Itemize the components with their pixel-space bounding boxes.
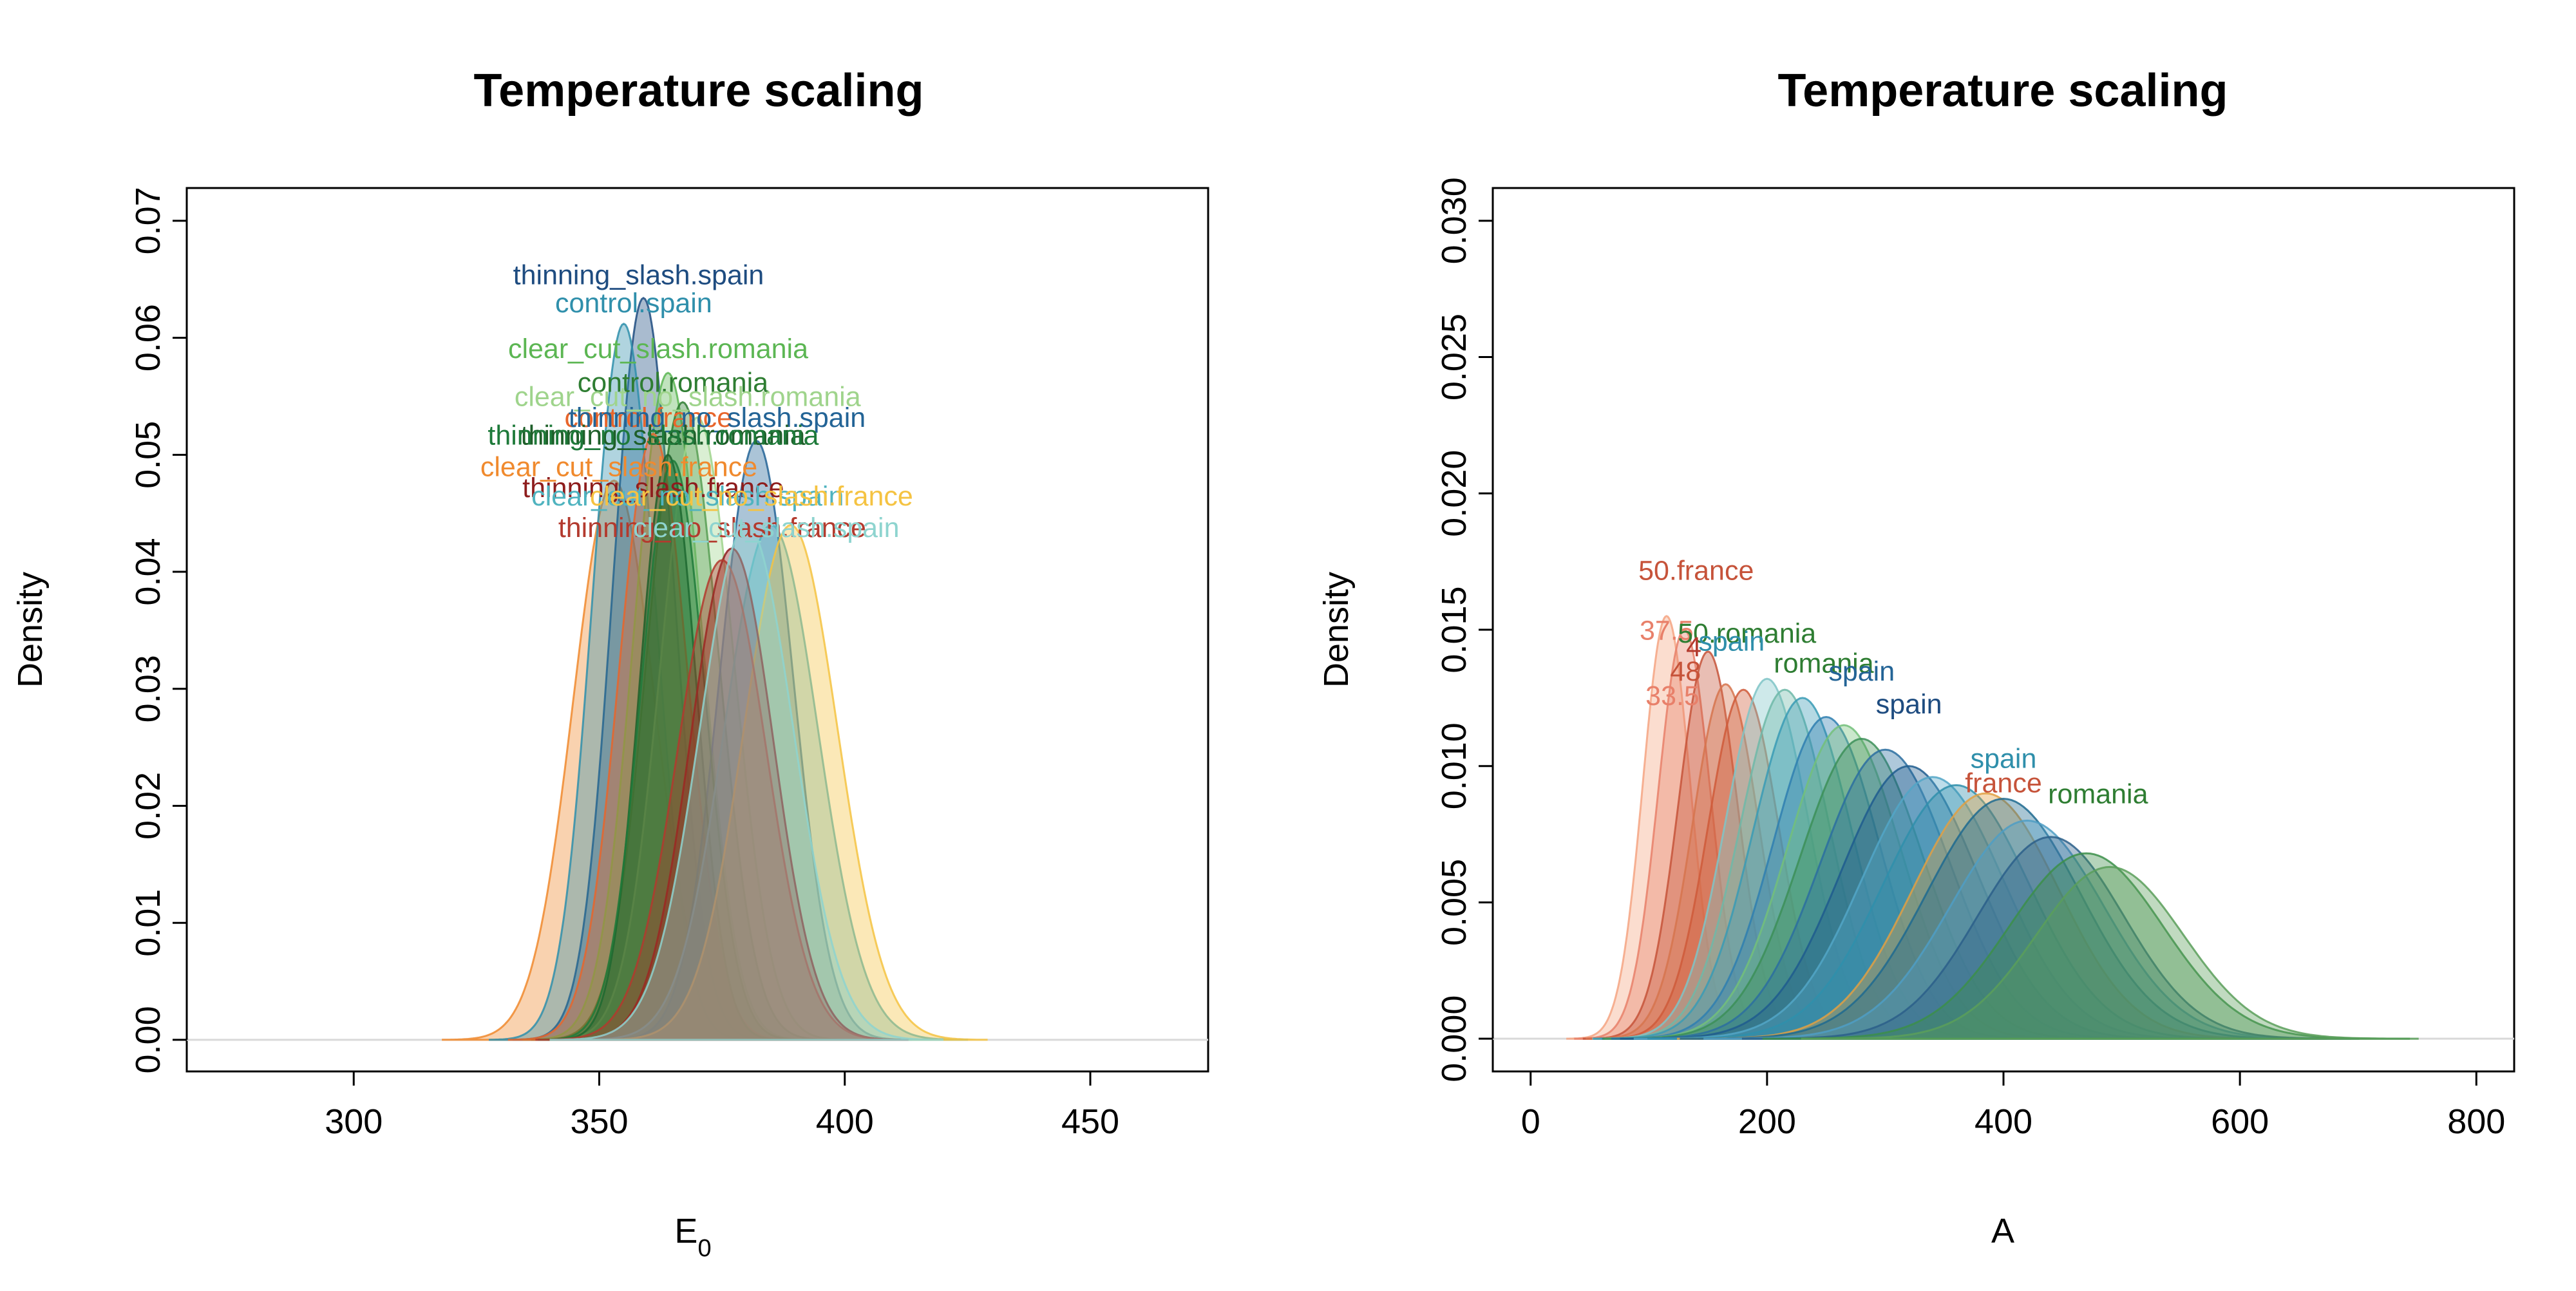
y-tick-label-3: 0.015 xyxy=(1435,586,1473,673)
curve-label-8: thinning_no_slash.romania xyxy=(488,420,819,451)
density-curve-8 xyxy=(1602,715,2051,1040)
y-tick-label-6: 0.030 xyxy=(1435,177,1473,264)
panel-e0-density: Temperature scaling Density E0 300 350 400… xyxy=(11,65,1209,1262)
curve-label-1: control.spain xyxy=(555,288,712,319)
density-curve-8 xyxy=(547,453,789,1041)
y-tick-label-2: 0.02 xyxy=(129,772,167,840)
curve-label-9: spain xyxy=(1876,689,1942,720)
curve-label-10: spain xyxy=(1971,744,2037,775)
curve-label-12: clear_cut_no_slash.france xyxy=(590,481,913,512)
axis-ticks: 0 200 400 600 800 0.000 0.005 0.010 0.015 0.020 0.… xyxy=(1435,177,2505,1141)
density-curve-13 xyxy=(535,559,909,1041)
x-tick-label-3: 450 xyxy=(1061,1102,1119,1141)
curve-label-0: 50.france xyxy=(1638,555,1754,586)
panel-a-density: Temperature scaling Density A 0 200 400 600… xyxy=(1317,65,2515,1250)
curve-label-2: clear_cut_slash.romania xyxy=(508,334,808,364)
x-tick-label-0: 300 xyxy=(325,1102,383,1141)
density-curves xyxy=(187,297,1208,1041)
density-curve-12 xyxy=(1620,765,2198,1040)
density-curve-4 xyxy=(1593,688,1893,1040)
x-axis-label: E0 xyxy=(674,1212,711,1262)
curve-label-5: romania xyxy=(1774,648,1873,679)
axis-ticks: 300 350 400 450 0.00 0.01 0.02 0.03 0.04 0.05 0.06… xyxy=(129,187,1119,1141)
density-curve-7 xyxy=(1593,697,2012,1040)
curve-label-14: clear_cut_slash.spain xyxy=(633,513,900,543)
curve-label-7: spain xyxy=(1828,656,1895,687)
x-axis-label: A xyxy=(1991,1212,2014,1250)
density-curve-13 xyxy=(1633,776,2231,1040)
curve-label-1: 37.5 xyxy=(1640,616,1694,646)
density-curve-6 xyxy=(507,432,799,1041)
y-tick-label-5: 0.025 xyxy=(1435,314,1473,400)
density-curves xyxy=(1493,615,2514,1040)
curve-label-9: clear_cut_slash.france xyxy=(480,451,757,482)
x-tick-label-3: 600 xyxy=(2211,1102,2269,1141)
x-axis-label-main: E xyxy=(674,1212,697,1250)
curve-label-12: france xyxy=(1965,768,2042,799)
density-curve-11 xyxy=(1611,748,2159,1040)
x-axis-label-main: A xyxy=(1991,1212,2014,1250)
y-tick-label-2: 0.010 xyxy=(1435,722,1473,809)
density-curve-20 xyxy=(1801,865,2419,1040)
curve-label-2: 50.romania xyxy=(1678,618,1816,649)
x-tick-label-2: 400 xyxy=(816,1102,874,1141)
y-tick-label-0: 0.000 xyxy=(1435,995,1473,1082)
density-curve-16 xyxy=(1680,797,2327,1040)
chart-title: Temperature scaling xyxy=(1778,65,2228,117)
curve-label-11: romania xyxy=(2048,779,2148,810)
density-curve-15 xyxy=(1677,792,2295,1040)
curve-label-10: thinning_slash.france xyxy=(522,473,784,504)
y-tick-label-4: 0.04 xyxy=(129,538,167,605)
curve-label-3: control.romania xyxy=(578,368,768,399)
x-tick-label-2: 400 xyxy=(1975,1102,2032,1141)
density-curve-10 xyxy=(1602,737,2121,1040)
y-axis-label: Density xyxy=(1317,572,1356,688)
density-curve-14 xyxy=(549,523,943,1041)
y-tick-label-0: 0.00 xyxy=(129,1006,167,1073)
density-curve-5 xyxy=(542,416,853,1041)
y-tick-label-1: 0.005 xyxy=(1435,859,1473,946)
y-tick-label-6: 0.06 xyxy=(129,304,167,372)
y-axis-label: Density xyxy=(11,572,50,688)
density-curve-11 xyxy=(594,523,988,1041)
x-tick-label-4: 800 xyxy=(2447,1102,2505,1141)
curve-label-4: spain xyxy=(1698,627,1765,657)
density-curve-9 xyxy=(538,459,808,1041)
y-tick-label-4: 0.020 xyxy=(1435,450,1473,537)
density-curve-14 xyxy=(1647,784,2266,1040)
density-curve-0 xyxy=(1566,615,1767,1040)
curve-label-6: 48 xyxy=(1670,656,1701,687)
density-curve-18 xyxy=(1741,836,2360,1040)
density-curve-0 xyxy=(442,479,786,1041)
y-tick-label-1: 0.01 xyxy=(129,889,167,957)
curve-label-0: thinning_slash.spain xyxy=(513,259,764,290)
curve-label-5: control.france xyxy=(564,402,732,433)
x-axis-label-subscript: 0 xyxy=(697,1235,711,1262)
curve-label-6: thinning_no_slash.spain xyxy=(569,402,866,433)
curve-label-8: 33.5 xyxy=(1645,681,1700,711)
curve-label-11: clear_cut_no_slash.spain xyxy=(531,481,844,512)
density-curve-2 xyxy=(489,323,759,1041)
density-curve-17 xyxy=(1703,819,2351,1040)
curve-label-3: 4 xyxy=(1686,632,1701,663)
y-tick-label-5: 0.05 xyxy=(129,421,167,489)
x-tick-label-1: 200 xyxy=(1738,1102,1796,1141)
chart-title: Temperature scaling xyxy=(474,65,924,117)
curve-label-7: thinning_slash.romania xyxy=(521,420,806,451)
x-tick-label-1: 350 xyxy=(570,1102,628,1141)
density-curve-7 xyxy=(600,439,913,1041)
y-tick-label-3: 0.03 xyxy=(129,655,167,722)
curve-label-13: thinning_no_slash.france xyxy=(558,513,866,543)
density-curve-9 xyxy=(1604,724,2083,1040)
y-tick-label-7: 0.07 xyxy=(129,187,167,254)
x-tick-label-0: 0 xyxy=(1521,1102,1540,1141)
density-curve-3 xyxy=(522,372,813,1041)
curve-label-4: clear_cut_no_slash.romania xyxy=(515,381,861,412)
density-curve-19 xyxy=(1762,852,2410,1040)
